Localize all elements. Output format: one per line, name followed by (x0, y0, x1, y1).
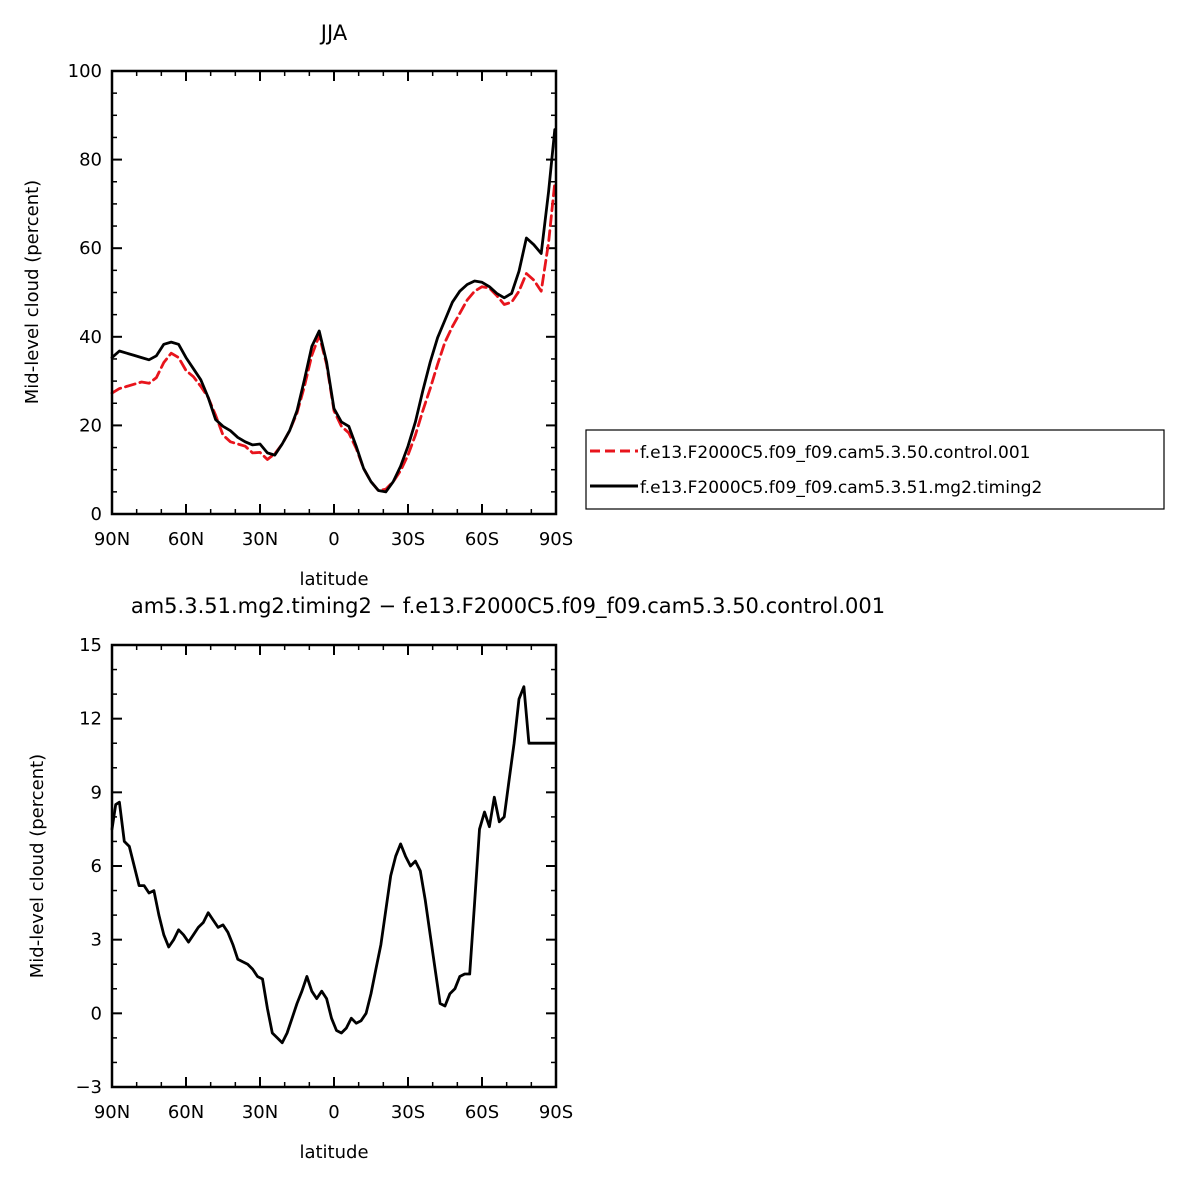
bottom-x-axis-title: latitude (299, 1142, 368, 1163)
top-tick-layer: 90N 60N 30N 0 30S 60S 90S 0 20 40 60 80 100 (68, 61, 574, 550)
top-x-tick-label: 30N (242, 529, 278, 550)
top-series-layer (110, 128, 557, 494)
bottom-x-tick-label: 60N (168, 1102, 204, 1123)
bottom-series-line-difference (110, 685, 557, 1045)
top-plot-title: JJA (319, 21, 348, 45)
bottom-x-tick-label: 30N (242, 1102, 278, 1123)
bottom-series-layer (110, 685, 557, 1045)
top-y-tick-label: 0 (91, 504, 102, 525)
bottom-x-tick-label: 0 (328, 1102, 339, 1123)
bottom-y-tick-label: 0 (91, 1003, 102, 1024)
top-series-line-timing2 (110, 128, 557, 494)
legend-box (585, 429, 1165, 510)
legend-label-timing2: f.e13.F2000C5.f09_f09.cam5.3.51.mg2.timi… (640, 478, 1042, 498)
top-plot: JJA 90N 60N 30N 0 30S 60S 90S 0 20 40 60 80 100 lati… (22, 21, 573, 590)
top-y-tick-label: 60 (79, 238, 102, 259)
top-y-tick-label: 40 (79, 327, 102, 348)
top-x-tick-label: 30S (391, 529, 425, 550)
top-x-tick-label: 90N (94, 529, 130, 550)
top-y-tick-label: 80 (79, 150, 102, 171)
bottom-y-tick-label: −3 (75, 1077, 102, 1098)
bottom-y-axis-title: Mid-level cloud (percent) (27, 754, 48, 978)
bottom-plot: am5.3.51.mg2.timing2 − f.e13.F2000C5.f09… (27, 594, 885, 1163)
bottom-x-tick-label: 90N (94, 1102, 130, 1123)
top-y-axis-title: Mid-level cloud (percent) (22, 180, 43, 404)
top-series-line-control (110, 181, 557, 492)
bottom-tick-layer: 90N 60N 30N 0 30S 60S 90S −3 0 3 6 9 12 15 (75, 635, 573, 1123)
bottom-y-tick-label: 9 (91, 782, 102, 803)
top-y-tick-label: 20 (79, 415, 102, 436)
bottom-plot-frame (110, 643, 558, 1089)
bottom-x-tick-label: 90S (539, 1102, 573, 1123)
top-plot-frame (110, 69, 558, 516)
bottom-x-tick-label: 60S (465, 1102, 499, 1123)
bottom-y-tick-label: 12 (79, 709, 102, 730)
bottom-x-tick-label: 30S (391, 1102, 425, 1123)
legend: f.e13.F2000C5.f09_f09.cam5.3.50.control.… (585, 429, 1165, 510)
legend-label-control: f.e13.F2000C5.f09_f09.cam5.3.50.control.… (640, 443, 1031, 463)
bottom-y-tick-label: 15 (79, 635, 102, 656)
bottom-y-tick-label: 6 (91, 856, 102, 877)
top-y-tick-label: 100 (68, 61, 102, 82)
bottom-y-tick-label: 3 (91, 930, 102, 951)
bottom-plot-title: am5.3.51.mg2.timing2 − f.e13.F2000C5.f09… (131, 594, 885, 619)
top-x-tick-label: 0 (328, 529, 339, 550)
top-x-tick-label: 90S (539, 529, 573, 550)
top-x-tick-label: 60N (168, 529, 204, 550)
top-x-axis-title: latitude (299, 569, 368, 590)
top-x-tick-label: 60S (465, 529, 499, 550)
